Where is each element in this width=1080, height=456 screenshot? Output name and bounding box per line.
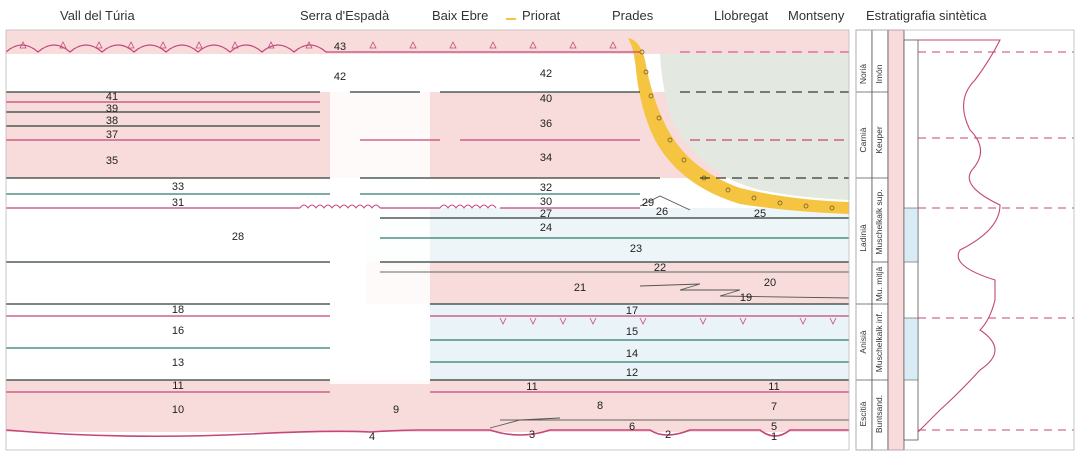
lithology-column-a: [887, 29, 905, 451]
stage-escitia: Escitià: [858, 401, 868, 426]
unit-label-20: 20: [764, 277, 776, 289]
formation-muschelkalk-inf: Muschelkalk inf.: [874, 312, 884, 372]
unit-label-43: 43: [334, 41, 346, 53]
wedge-3-6: [489, 417, 561, 429]
unit-label-15: 15: [626, 326, 638, 338]
unit-label-29: 29: [642, 197, 654, 209]
top-surface: [5, 41, 849, 325]
synthetic-column: Norià Carnià Ladinià Anisià Escitià Imón…: [855, 29, 1074, 451]
synthetic-dashes: [918, 51, 1074, 431]
unit-label-5: 5: [771, 421, 777, 433]
unit-label-25: 25: [754, 208, 766, 220]
formation-imon: Imón: [874, 64, 884, 83]
unit-label-6: 6: [629, 421, 635, 433]
top-wavy-line: [5, 44, 640, 53]
synthetic-column-title: Estratigrafia sintètica: [866, 8, 987, 23]
yellow-unconformity-band: [628, 38, 849, 214]
unit-label-9: 9: [393, 404, 399, 416]
unit-label-11b: 11: [526, 381, 537, 393]
unit-label-26: 26: [656, 206, 668, 218]
unit-label-31: 31: [172, 197, 184, 209]
legend-yellow-mark: [506, 18, 516, 20]
unit-labels: 43 42 42 41 40 39 38 37 36 35 34 33 32 3…: [106, 41, 780, 443]
column-dividers: [856, 91, 888, 381]
erosion-surface: [628, 38, 849, 214]
unit-label-24: 24: [540, 222, 552, 234]
wedges: [489, 195, 850, 429]
region-montseny: Montseny: [788, 8, 845, 23]
unit-label-13: 13: [172, 357, 184, 369]
unit-label-19: 19: [740, 292, 752, 304]
formation-muschelkalk-sup: Muschelkalk sup.: [874, 189, 884, 254]
region-baix-ebre: Baix Ebre: [432, 8, 489, 23]
unit-label-27: 27: [540, 208, 552, 220]
formation-mu-mitja: Mu. mitjà: [874, 266, 884, 301]
unit-label-41: 41: [106, 91, 118, 103]
gravel-markers: [639, 49, 835, 211]
unit-label-28: 28: [232, 231, 244, 243]
stage-anisia: Anisià: [858, 330, 868, 353]
unit-label-17: 17: [626, 305, 638, 317]
unit-label-37: 37: [106, 129, 118, 141]
synthetic-panel-frame: [855, 29, 1075, 451]
band-top: [6, 30, 849, 54]
unit-label-21: 21: [574, 282, 586, 294]
unit-label-11c: 11: [768, 381, 779, 393]
stage-noria: Norià: [858, 64, 868, 85]
unit-label-14: 14: [626, 348, 638, 360]
boundary-lines: [6, 91, 849, 421]
unit-label-30: 30: [540, 196, 552, 208]
band-gap-espada: [330, 54, 430, 384]
stage-ladinia: Ladinià: [858, 224, 868, 252]
wedge-19-21: [639, 283, 850, 299]
triangle-markers: [19, 41, 617, 49]
unit-label-23: 23: [630, 243, 642, 255]
unit-label-16: 16: [172, 325, 184, 337]
wedge-29-26: [639, 195, 691, 211]
band-pink-1-11: [6, 380, 849, 432]
unit-label-1: 1: [771, 431, 777, 443]
region-prades: Prades: [612, 8, 654, 23]
unit-label-40: 40: [540, 93, 552, 105]
stage-carnia: Carnià: [858, 127, 868, 152]
region-priorat: Priorat: [522, 8, 561, 23]
line-31-wavy-a: [299, 204, 381, 209]
region-vall-del-turia: Vall del Túria: [60, 8, 135, 23]
unit-label-39: 39: [106, 103, 118, 115]
lithology-blocks: [903, 207, 919, 381]
unit-label-12: 12: [626, 367, 638, 379]
unit-label-42b: 42: [540, 68, 552, 80]
unit-label-38: 38: [106, 115, 118, 127]
unit-label-8: 8: [597, 400, 603, 412]
main-panel-frame: [5, 29, 850, 451]
unit-label-22: 22: [654, 262, 666, 274]
synthetic-curve: [917, 39, 1001, 433]
unit-label-2: 2: [665, 429, 671, 441]
unit-label-18: 18: [172, 304, 184, 316]
unit-label-35: 35: [106, 155, 118, 167]
unit-label-34: 34: [540, 152, 552, 164]
unit-label-32: 32: [540, 182, 552, 194]
unit-label-4: 4: [369, 431, 375, 443]
unit-label-42a: 42: [334, 71, 346, 83]
unit-label-33: 33: [172, 181, 184, 193]
band-white-28: [6, 208, 366, 304]
region-llobregat: Llobregat: [714, 8, 769, 23]
triangle-markers-lower: [499, 317, 837, 325]
unit-label-3: 3: [529, 429, 535, 441]
region-serra-d-espada: Serra d'Espadà: [300, 8, 390, 23]
unit-label-36: 36: [540, 118, 552, 130]
formation-buntsand: Buntsand.: [874, 395, 884, 433]
green-fill-area: [660, 54, 849, 200]
unit-label-7: 7: [771, 401, 777, 413]
line-31-wavy-b: [439, 204, 497, 209]
unit-label-11a: 11: [172, 380, 183, 392]
unit-label-10: 10: [172, 404, 184, 416]
formation-keuper: Keuper: [874, 126, 884, 154]
basal-unconformity: [5, 429, 849, 438]
